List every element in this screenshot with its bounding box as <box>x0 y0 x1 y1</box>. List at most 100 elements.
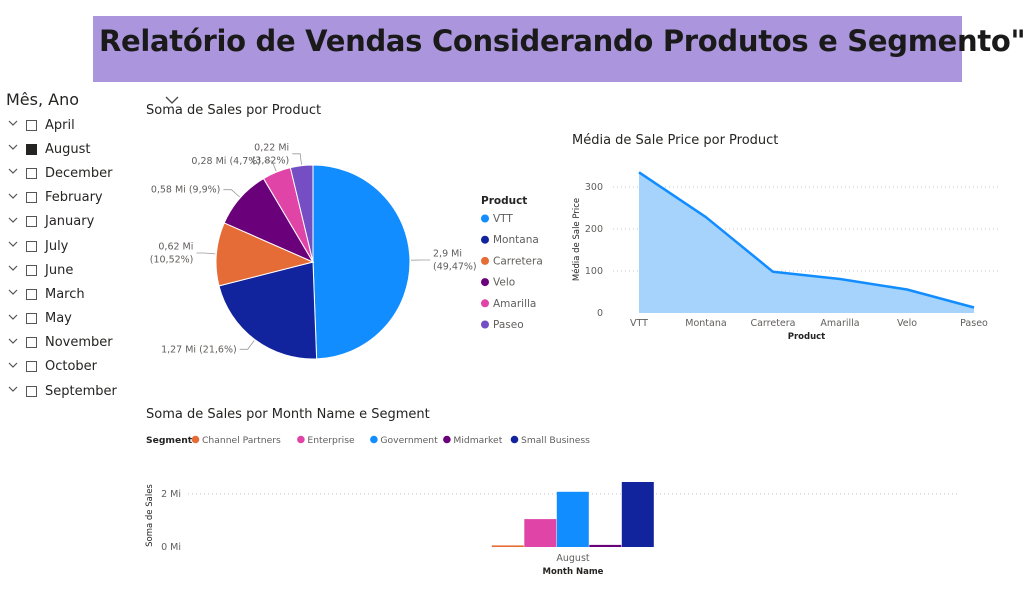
area-chart-title: Média de Sale Price por Product <box>572 133 779 148</box>
chevron-down-icon[interactable] <box>6 213 24 231</box>
pie-legend-label: Paseo <box>493 319 524 331</box>
slicer-item[interactable]: March <box>6 282 126 306</box>
chevron-down-icon[interactable] <box>6 116 24 134</box>
pie-leader-line <box>239 340 255 350</box>
chevron-down-icon[interactable] <box>164 90 180 109</box>
slicer-item[interactable]: June <box>6 258 126 282</box>
slicer-item[interactable]: December <box>6 161 126 185</box>
chevron-down-icon[interactable] <box>6 382 24 400</box>
bar-chart-title: Soma de Sales por Month Name e Segment <box>146 407 430 422</box>
pie-data-label-line: (3,82%) <box>252 155 290 166</box>
pie-legend-label: Carretera <box>493 255 543 267</box>
pie-slice <box>312 164 411 360</box>
slicer-checkbox[interactable] <box>26 313 37 325</box>
bar-legend-label: Government <box>380 435 438 446</box>
pie-data-label-line: 0,58 Mi (9,9%) <box>151 185 221 196</box>
pie-data-label-line: 0,62 Mi <box>158 242 193 253</box>
pie-legend-marker <box>481 214 489 223</box>
slicer-item-label: February <box>45 190 103 206</box>
area-x-tick-label: Carretera <box>750 318 795 329</box>
slicer-item[interactable]: February <box>6 186 126 210</box>
pie-data-label: 0,58 Mi (9,9%) <box>151 185 221 196</box>
pie-data-label-line: 2,9 Mi <box>433 249 462 260</box>
slicer-checkbox[interactable] <box>26 264 37 276</box>
bar-legend-label: Enterprise <box>307 435 355 446</box>
slicer-checkbox[interactable] <box>26 119 37 131</box>
slicer-item[interactable]: September <box>6 379 126 403</box>
chevron-down-icon[interactable] <box>6 310 24 328</box>
chevron-down-icon[interactable] <box>6 140 24 158</box>
chevron-down-icon[interactable] <box>6 334 24 352</box>
area-y-tick-label: 0 <box>597 308 603 319</box>
slicer-checkbox[interactable] <box>26 337 37 349</box>
chevron-down-icon[interactable] <box>6 285 24 303</box>
bar-x-tick-label: August <box>556 553 590 564</box>
slicer-item[interactable]: August <box>6 137 126 161</box>
pie-data-label-line: 0,22 Mi <box>254 142 289 153</box>
slicer-item[interactable]: October <box>6 355 126 379</box>
pie-leader-line <box>264 160 277 172</box>
slicer-item[interactable]: November <box>6 331 126 355</box>
pie-chart: 2,9 Mi (49,47%) 1,27 Mi (21,6%) 0,62 Mi (10,… <box>150 142 543 360</box>
pie-legend-label: Velo <box>493 277 515 289</box>
area-x-tick-label: Velo <box>897 318 917 329</box>
slicer-checkbox[interactable] <box>26 143 37 155</box>
area-y-tick-label: 100 <box>585 266 603 277</box>
area-x-tick-label: Paseo <box>960 318 988 329</box>
pie-leader-line <box>196 252 216 255</box>
month-slicer: Mês, Ano April August December February Janu… <box>6 90 126 403</box>
pie-data-label: 1,27 Mi (21,6%) <box>161 344 237 355</box>
bar-chart: Segment Channel Partners Enterprise Governm… <box>145 435 958 577</box>
bar-legend-marker <box>510 435 519 444</box>
bar-legend-marker <box>191 435 200 444</box>
area-y-tick-label: 300 <box>585 182 603 193</box>
chevron-down-icon[interactable] <box>6 189 24 207</box>
slicer-item-label: May <box>45 311 72 327</box>
pie-data-label: 0,28 Mi (4,7%) <box>191 156 261 167</box>
bar <box>491 545 524 547</box>
chevron-down-icon[interactable] <box>6 164 24 182</box>
bar-legend-marker <box>297 435 305 444</box>
area-x-tick-label: Montana <box>685 318 726 329</box>
slicer-item-label: December <box>45 165 113 181</box>
pie-slice <box>289 164 314 263</box>
bar-legend-title: Segment <box>146 435 193 446</box>
slicer-item[interactable]: April <box>6 113 126 137</box>
slicer-checkbox[interactable] <box>26 167 37 179</box>
report-title: Relatório de Vendas Considerando Produto… <box>99 24 1026 58</box>
slicer-checkbox[interactable] <box>26 216 37 228</box>
pie-legend-marker <box>481 320 489 329</box>
slicer-checkbox[interactable] <box>26 240 37 252</box>
area-x-tick-label: VTT <box>630 318 648 329</box>
pie-data-label: 2,9 Mi (49,47%) <box>433 249 477 273</box>
slicer-list: April August December February January July Ju… <box>6 113 126 403</box>
area-x-axis-title: Product <box>788 332 826 342</box>
pie-data-label-line: 1,27 Mi (21,6%) <box>161 344 237 355</box>
bar-legend-marker <box>370 435 378 444</box>
chevron-down-icon[interactable] <box>6 237 24 255</box>
slicer-checkbox[interactable] <box>26 192 37 204</box>
slicer-item[interactable]: January <box>6 210 126 234</box>
chevron-down-icon[interactable] <box>6 261 24 279</box>
bar-legend: Segment <box>146 435 193 446</box>
slicer-checkbox[interactable] <box>26 385 37 397</box>
slicer-checkbox[interactable] <box>26 288 37 300</box>
pie-legend-marker <box>481 235 489 244</box>
slicer-item-label: April <box>45 117 75 133</box>
chevron-down-icon[interactable] <box>6 358 24 376</box>
pie-leader-line <box>292 153 302 165</box>
pie-data-label: 0,62 Mi (10,52%) <box>150 242 194 266</box>
pie-data-label-line: (49,47%) <box>433 262 477 273</box>
pie-legend-marker <box>481 256 489 265</box>
area-x-tick-label: Amarilla <box>820 318 859 329</box>
slicer-item-label: June <box>45 262 74 278</box>
bar <box>524 519 557 547</box>
slicer-item-label: October <box>45 359 98 375</box>
slicer-item[interactable]: May <box>6 307 126 331</box>
slicer-item-label: July <box>45 238 69 254</box>
slicer-item-label: January <box>45 214 95 230</box>
bar-y-tick-label: 2 Mi <box>161 489 181 500</box>
slicer-checkbox[interactable] <box>26 361 37 373</box>
pie-legend-marker <box>481 299 489 308</box>
slicer-item[interactable]: July <box>6 234 126 258</box>
